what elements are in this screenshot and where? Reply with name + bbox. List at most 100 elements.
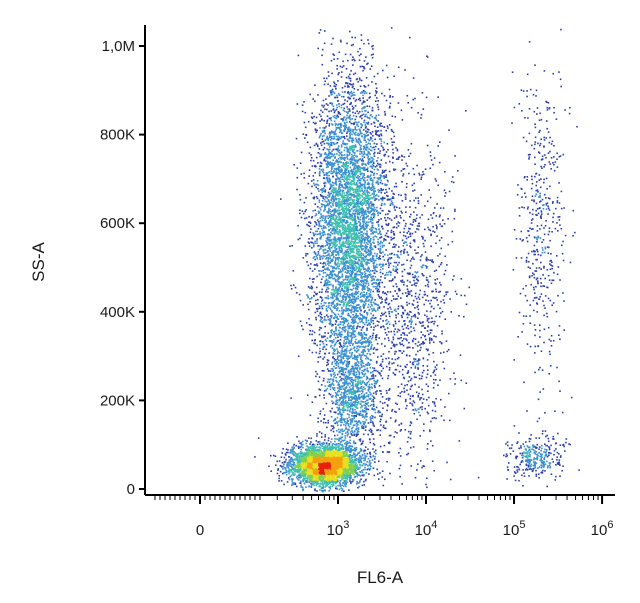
- event-dot: [300, 452, 302, 455]
- event-dot: [288, 459, 291, 462]
- event-dot: [337, 193, 339, 195]
- event-dot: [364, 273, 366, 276]
- event-dot: [283, 456, 286, 459]
- event-dot: [354, 314, 357, 317]
- event-dot: [325, 442, 328, 445]
- event-dot: [296, 458, 299, 460]
- event-dot: [304, 245, 307, 247]
- event-dot: [350, 472, 353, 474]
- event-dot: [328, 352, 330, 354]
- event-dot: [377, 411, 379, 414]
- event-dot: [358, 468, 360, 470]
- event-dot: [343, 219, 346, 221]
- event-dot: [308, 476, 310, 478]
- event-dot: [341, 488, 344, 490]
- event-dot: [334, 459, 337, 461]
- event-dot: [312, 476, 314, 479]
- event-dot: [288, 465, 290, 467]
- event-dot: [376, 468, 378, 471]
- event-dot: [298, 474, 300, 476]
- event-dot: [353, 229, 356, 232]
- event-dot: [328, 195, 331, 198]
- event-dot: [346, 465, 348, 467]
- event-dot: [373, 326, 375, 329]
- event-dot: [313, 449, 316, 452]
- event-dot: [348, 447, 351, 449]
- event-dot: [308, 446, 311, 449]
- event-dot: [346, 481, 349, 484]
- event-dot: [399, 231, 401, 234]
- event-dot: [335, 468, 337, 470]
- event-dot: [324, 152, 327, 154]
- event-dot: [366, 460, 368, 463]
- event-dot: [318, 446, 320, 448]
- event-dot: [329, 215, 331, 217]
- event-dot: [336, 443, 338, 445]
- event-dot: [378, 228, 380, 230]
- event-dot: [344, 173, 347, 176]
- event-dot: [345, 485, 347, 488]
- event-dot: [306, 141, 309, 144]
- event-dot: [335, 443, 337, 446]
- event-dot: [341, 474, 344, 477]
- event-dot: [306, 457, 309, 459]
- event-dot: [328, 478, 331, 480]
- event-dot: [351, 459, 354, 462]
- event-dot: [314, 471, 316, 473]
- event-dot: [311, 401, 314, 403]
- event-dot: [311, 215, 314, 218]
- event-dot: [387, 274, 389, 276]
- event-dot: [316, 197, 319, 200]
- event-dot: [288, 471, 291, 473]
- event-dot: [364, 466, 366, 469]
- event-dot: [347, 467, 349, 469]
- event-dot: [323, 377, 325, 380]
- event-dot: [328, 133, 331, 135]
- event-dot: [334, 463, 337, 466]
- event-dot: [302, 455, 304, 458]
- event-dot: [305, 486, 307, 488]
- event-dot: [337, 455, 339, 458]
- event-dot: [363, 242, 366, 244]
- event-dot: [281, 465, 283, 468]
- event-dot: [317, 451, 319, 453]
- event-dot: [346, 465, 349, 468]
- event-dot: [336, 450, 338, 452]
- event-dot: [353, 452, 355, 454]
- event-dot: [332, 447, 334, 450]
- event-dot: [340, 450, 343, 453]
- event-dot: [290, 465, 292, 467]
- event-dot: [384, 332, 387, 334]
- event-dot: [325, 166, 328, 169]
- event-dot: [326, 471, 329, 473]
- event-dot: [309, 451, 312, 454]
- event-dot: [349, 151, 351, 154]
- event-dot: [328, 188, 331, 190]
- event-dot: [330, 438, 333, 440]
- event-dot: [321, 461, 324, 463]
- event-dot: [347, 357, 349, 359]
- event-dot: [313, 469, 315, 471]
- event-dot: [347, 312, 350, 315]
- event-dot: [338, 448, 341, 451]
- event-dot: [346, 458, 349, 460]
- event-dot: [330, 455, 333, 458]
- event-dot: [337, 167, 339, 170]
- event-dot: [310, 486, 313, 488]
- event-dot: [307, 459, 309, 461]
- event-dot: [323, 452, 325, 455]
- event-dot: [303, 458, 306, 461]
- event-dot: [318, 449, 320, 451]
- event-dot: [326, 481, 328, 483]
- event-dot: [298, 447, 300, 450]
- event-dot: [312, 474, 315, 477]
- event-dot: [311, 241, 313, 244]
- event-dot: [346, 294, 349, 296]
- event-dot: [336, 478, 339, 481]
- event-dot: [360, 252, 363, 255]
- event-dot: [348, 489, 350, 491]
- event-dot: [343, 471, 345, 474]
- event-dot: [332, 459, 335, 461]
- event-dot: [321, 465, 324, 467]
- event-dot: [333, 446, 336, 449]
